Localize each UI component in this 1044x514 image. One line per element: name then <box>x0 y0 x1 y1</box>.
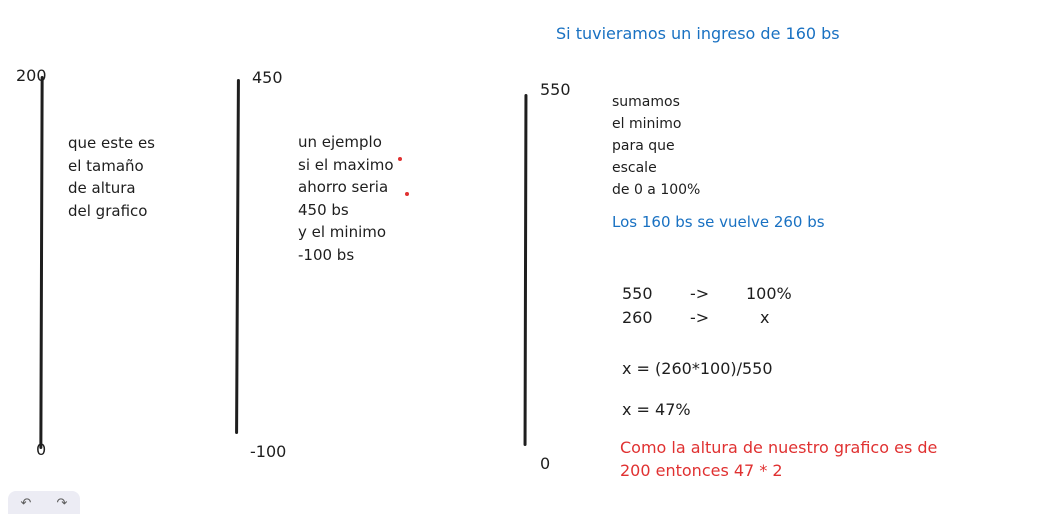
gauge2-note: un ejemplo si el maximo ahorro seria 450… <box>298 133 394 264</box>
gauge1-note: que este es el tamaño de altura del graf… <box>68 134 155 220</box>
calc-row1-a: 550 <box>622 284 653 303</box>
gauge1-bottom-label: 0 <box>36 440 47 459</box>
gauge1-top-label: 200 <box>16 66 47 85</box>
red-dot-mark <box>398 157 402 161</box>
gauge3-axis-line <box>523 93 528 447</box>
gauge3-top-label: 550 <box>540 80 571 99</box>
gauge1-axis-line <box>39 75 44 450</box>
calc-row2-a: 260 <box>622 308 653 327</box>
calc-row1-arrow: -> <box>690 284 710 303</box>
gauge3-note: sumamos el minimo para que escale de 0 a… <box>612 94 701 198</box>
calc-row1-b: 100% <box>746 284 792 303</box>
redo-icon[interactable]: ↷ <box>56 496 68 511</box>
gauge2-top-label: 450 <box>252 68 283 87</box>
calc-row2-arrow: -> <box>690 308 710 327</box>
red-dot-mark <box>405 192 409 196</box>
conclusion: Como la altura de nuestro grafico es de … <box>620 438 938 480</box>
undo-icon[interactable]: ↶ <box>20 496 32 511</box>
gauge3-bottom-label: 0 <box>540 454 551 473</box>
gauge2-bottom-label: -100 <box>250 442 287 461</box>
calc-answer: x = 47% <box>622 400 691 419</box>
undo-redo-toolbar: ↶ ↷ <box>8 491 80 514</box>
gauge3-result: Los 160 bs se vuelve 260 bs <box>612 213 825 231</box>
gauge2-axis-line <box>235 78 240 435</box>
calc-formula: x = (260*100)/550 <box>622 359 773 378</box>
calc-row2-b: x <box>760 308 770 327</box>
heading: Si tuvieramos un ingreso de 160 bs <box>556 24 840 43</box>
